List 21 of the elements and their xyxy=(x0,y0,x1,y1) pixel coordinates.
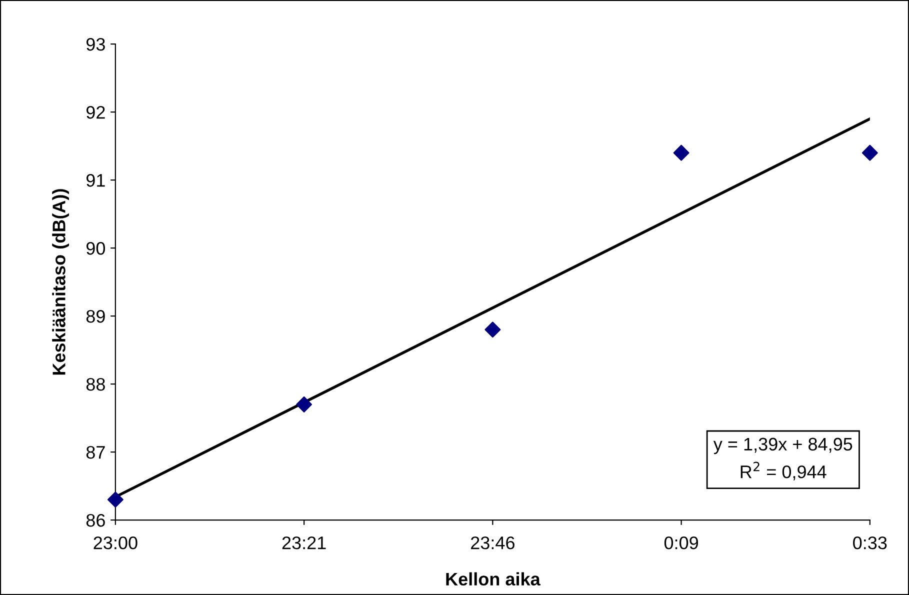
y-tick-label: 87 xyxy=(86,446,105,459)
x-tick-label: 0:09 xyxy=(664,536,698,550)
y-tick-label: 86 xyxy=(86,514,105,527)
point xyxy=(107,492,124,508)
x-axis-title: Kellon aika xyxy=(446,572,540,586)
y-axis-title: Keskiäänitaso (dB(A)) xyxy=(52,189,69,375)
y-tick-label: 92 xyxy=(86,106,105,119)
annotation: y = 1,39x + 84,95 R$^{2}$ = 0,944 xyxy=(713,438,852,480)
x-tick-label: 23:00 xyxy=(94,536,138,550)
y-tick-label: 90 xyxy=(86,242,106,255)
x-tick-label: 23:46 xyxy=(470,536,514,550)
point xyxy=(484,322,501,338)
point xyxy=(673,144,690,161)
x-tick-label: 23:21 xyxy=(282,536,326,550)
y-tick-label: 91 xyxy=(86,174,105,187)
y-tick-label: 89 xyxy=(86,310,105,323)
y-tick-label: 93 xyxy=(86,38,105,51)
y-tick-label: 88 xyxy=(86,378,105,391)
x-tick-label: 0:33 xyxy=(853,536,887,550)
point xyxy=(862,144,878,161)
point xyxy=(296,396,312,412)
